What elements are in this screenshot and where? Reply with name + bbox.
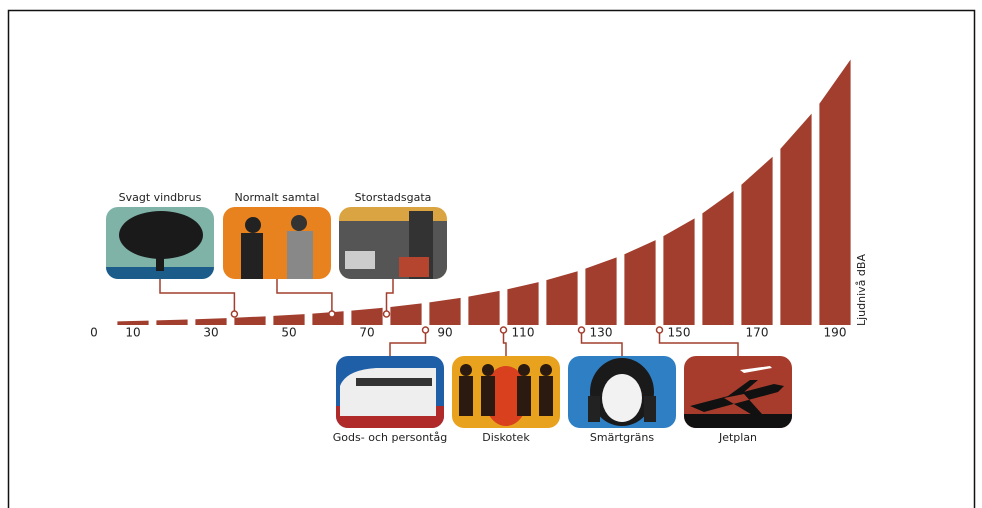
bar — [663, 218, 695, 325]
pic-people — [399, 257, 429, 277]
connector — [658, 333, 739, 356]
pic-head — [518, 364, 530, 376]
pic-body — [459, 376, 473, 416]
pic-ground — [106, 267, 214, 279]
pic-tree — [119, 211, 203, 259]
picture — [106, 207, 214, 279]
connector — [385, 279, 394, 311]
connector — [389, 333, 427, 356]
x-tick-label: 150 — [668, 326, 691, 340]
annotation-label: Jetplan — [718, 431, 757, 444]
annotation-point — [328, 310, 336, 318]
x-tick-label: 0 — [90, 326, 98, 340]
pic-window — [356, 378, 432, 386]
pic-plane2 — [740, 366, 772, 373]
picture — [339, 207, 447, 279]
x-tick-label: 70 — [359, 326, 374, 340]
annotation-point — [655, 326, 664, 334]
connector — [502, 333, 507, 356]
connector — [159, 279, 236, 311]
pic-bg — [223, 207, 331, 279]
bar — [585, 257, 617, 325]
bar — [351, 307, 383, 325]
bar — [312, 311, 344, 325]
pic-head — [482, 364, 494, 376]
picture — [452, 356, 560, 428]
bar — [741, 156, 773, 325]
x-tick-label: 50 — [281, 326, 296, 340]
bar — [546, 271, 578, 325]
pic-face — [602, 374, 642, 422]
annotation-point — [421, 326, 430, 334]
bar — [780, 113, 812, 325]
picture — [684, 356, 792, 428]
pic-head — [540, 364, 552, 376]
pic-body — [539, 376, 553, 416]
bar — [195, 318, 227, 325]
frame — [7, 9, 976, 508]
annotation-label: Storstadsgata — [355, 191, 432, 204]
pic-trunk — [156, 247, 164, 271]
picture — [223, 207, 331, 279]
annotation-label: Gods- och persontåg — [333, 431, 447, 444]
picture — [568, 356, 676, 428]
bar — [468, 290, 500, 325]
bar — [390, 303, 422, 325]
x-tick-label: 190 — [824, 326, 847, 340]
pic-body — [287, 231, 313, 279]
x-tick-label: 130 — [590, 326, 613, 340]
annotation-label: Svagt vindbrus — [119, 191, 202, 204]
bar — [273, 314, 305, 325]
pic-car — [345, 251, 375, 269]
pic-train — [340, 368, 436, 416]
annotation-point — [499, 326, 508, 334]
annotation-label: Smärtgräns — [590, 431, 654, 444]
bar — [702, 191, 734, 325]
bar — [507, 282, 539, 325]
pic-body — [481, 376, 495, 416]
connector — [276, 279, 333, 311]
pic-city — [684, 414, 792, 428]
axis-label: Ljudnivå dBA — [855, 254, 868, 326]
x-tick-label: 90 — [437, 326, 452, 340]
pic-plane — [690, 380, 784, 416]
x-tick-label: 110 — [512, 326, 535, 340]
connector — [580, 333, 623, 356]
bar — [234, 316, 266, 325]
bar — [117, 320, 149, 325]
pic-hand — [644, 396, 656, 422]
x-tick-label: 30 — [203, 326, 218, 340]
pic-head — [245, 217, 261, 233]
pic-head — [460, 364, 472, 376]
pic-body — [517, 376, 531, 416]
bar — [819, 59, 851, 326]
annotation-label: Diskotek — [482, 431, 530, 444]
annotation-point — [382, 310, 391, 318]
annotation-label: Normalt samtal — [235, 191, 320, 204]
pic-body — [241, 233, 263, 279]
x-tick-label: 170 — [746, 326, 769, 340]
annotation-point — [230, 310, 239, 318]
pic-hand — [588, 396, 600, 422]
bar — [156, 319, 188, 325]
pic-head — [291, 215, 307, 231]
picture — [336, 356, 444, 428]
annotation-point — [577, 326, 586, 334]
x-tick-label: 10 — [125, 326, 140, 340]
bar — [429, 297, 461, 325]
bar — [624, 240, 656, 325]
